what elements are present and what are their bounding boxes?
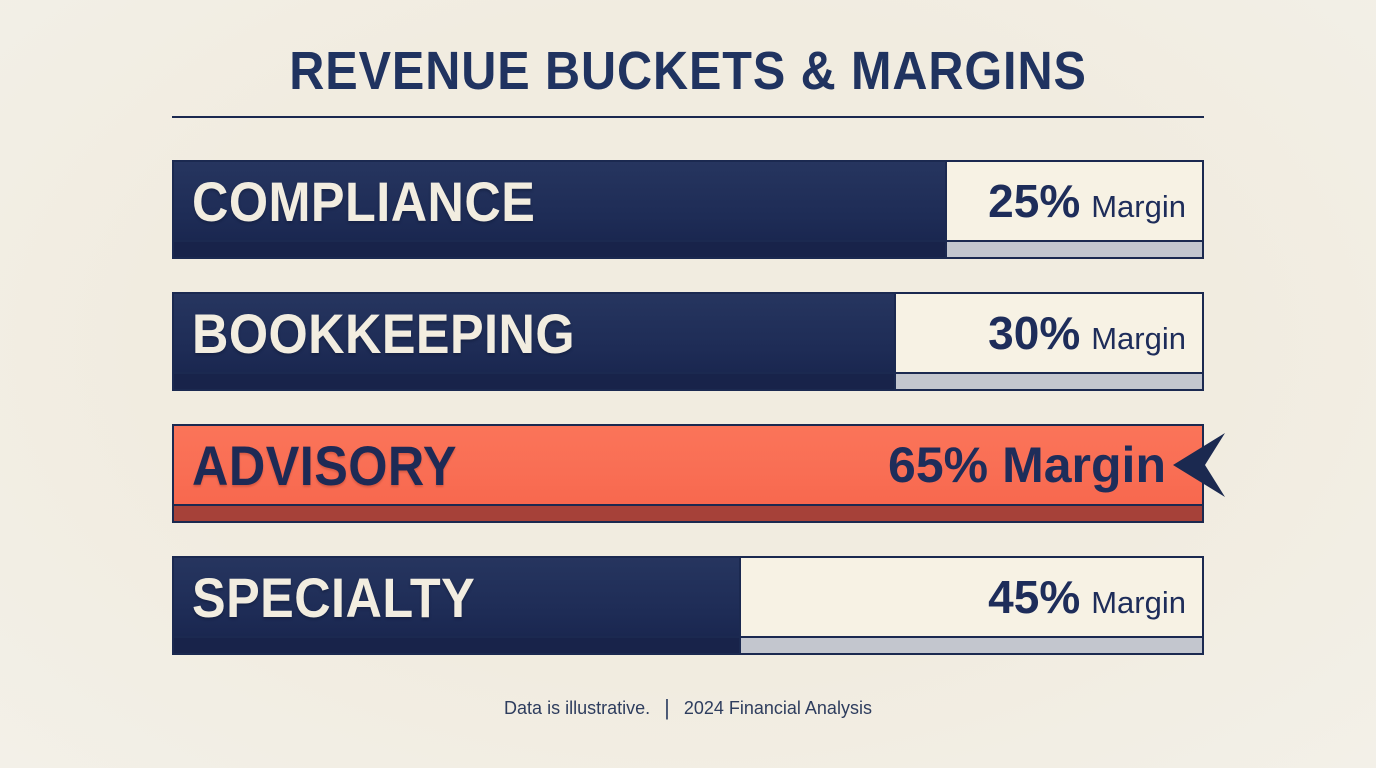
bar-label: BOOKKEEPING	[192, 301, 576, 365]
header: REVENUE BUCKETS & MARGINS	[172, 0, 1204, 118]
bar-shadow-strip	[174, 240, 1202, 257]
margin-unit: Margin	[1091, 189, 1186, 224]
bar-shadow-strip	[174, 504, 1202, 521]
margin-percent: 25%	[988, 175, 1081, 227]
margin-unit: Margin	[1002, 437, 1166, 493]
margin-value: 45% Margin	[988, 570, 1186, 624]
bar-row-specialty: SPECIALTY 45% Margin	[172, 556, 1204, 655]
bar-track: BOOKKEEPING 30% Margin	[174, 294, 1202, 372]
bar-shadow-strip	[174, 636, 1202, 653]
margin-value: 65% Margin	[888, 436, 1166, 494]
margin-panel: 25% Margin	[945, 162, 1202, 240]
bar-row-advisory: ADVISORY 65% Margin	[172, 424, 1225, 523]
bar-fill-specialty: SPECIALTY	[174, 558, 740, 636]
bar-row-bookkeeping: BOOKKEEPING 30% Margin	[172, 292, 1204, 391]
margin-unit: Margin	[1091, 321, 1186, 356]
margin-value: 30% Margin	[988, 306, 1186, 360]
shadow-rest	[893, 374, 1202, 389]
shadow-fill	[174, 638, 740, 653]
bar-label: ADVISORY	[192, 433, 457, 497]
footer-divider: |	[664, 695, 670, 720]
shadow-rest	[739, 638, 1202, 653]
margin-percent: 45%	[988, 571, 1081, 623]
margin-panel: 45% Margin	[739, 558, 1202, 636]
margin-panel: 30% Margin	[893, 294, 1202, 372]
margin-unit: Margin	[1091, 585, 1186, 620]
bar-track: SPECIALTY 45% Margin	[174, 558, 1202, 636]
footer-source: 2024 Financial Analysis	[683, 697, 872, 718]
margin-value: 25% Margin	[988, 174, 1186, 228]
page-title: REVENUE BUCKETS & MARGINS	[289, 41, 1087, 101]
title-underline	[172, 116, 1204, 118]
shadow-fill	[174, 506, 1202, 521]
margin-percent: 65%	[888, 437, 989, 493]
bar-track: COMPLIANCE 25% Margin	[174, 162, 1202, 240]
bar-track-highlighted: ADVISORY 65% Margin	[174, 426, 1225, 504]
margin-percent: 30%	[988, 307, 1081, 359]
bar-row-compliance: COMPLIANCE 25% Margin	[172, 160, 1204, 259]
shadow-fill	[174, 374, 894, 389]
bar-fill-bookkeeping: BOOKKEEPING	[174, 294, 894, 372]
footer: Data is illustrative. | 2024 Financial A…	[172, 695, 1204, 721]
bar-label: SPECIALTY	[192, 565, 476, 629]
shadow-fill	[174, 242, 945, 257]
highlight-arrow-icon	[1173, 433, 1225, 497]
footer-note: Data is illustrative.	[504, 697, 651, 718]
bar-shadow-strip	[174, 372, 1202, 389]
bar-label: COMPLIANCE	[192, 169, 536, 233]
shadow-rest	[945, 242, 1202, 257]
bar-fill-compliance: COMPLIANCE	[174, 162, 945, 240]
bar-chart: COMPLIANCE 25% Margin BOOKKEEPING	[172, 160, 1225, 655]
infographic: REVENUE BUCKETS & MARGINS COMPLIANCE 25%…	[172, 0, 1225, 721]
